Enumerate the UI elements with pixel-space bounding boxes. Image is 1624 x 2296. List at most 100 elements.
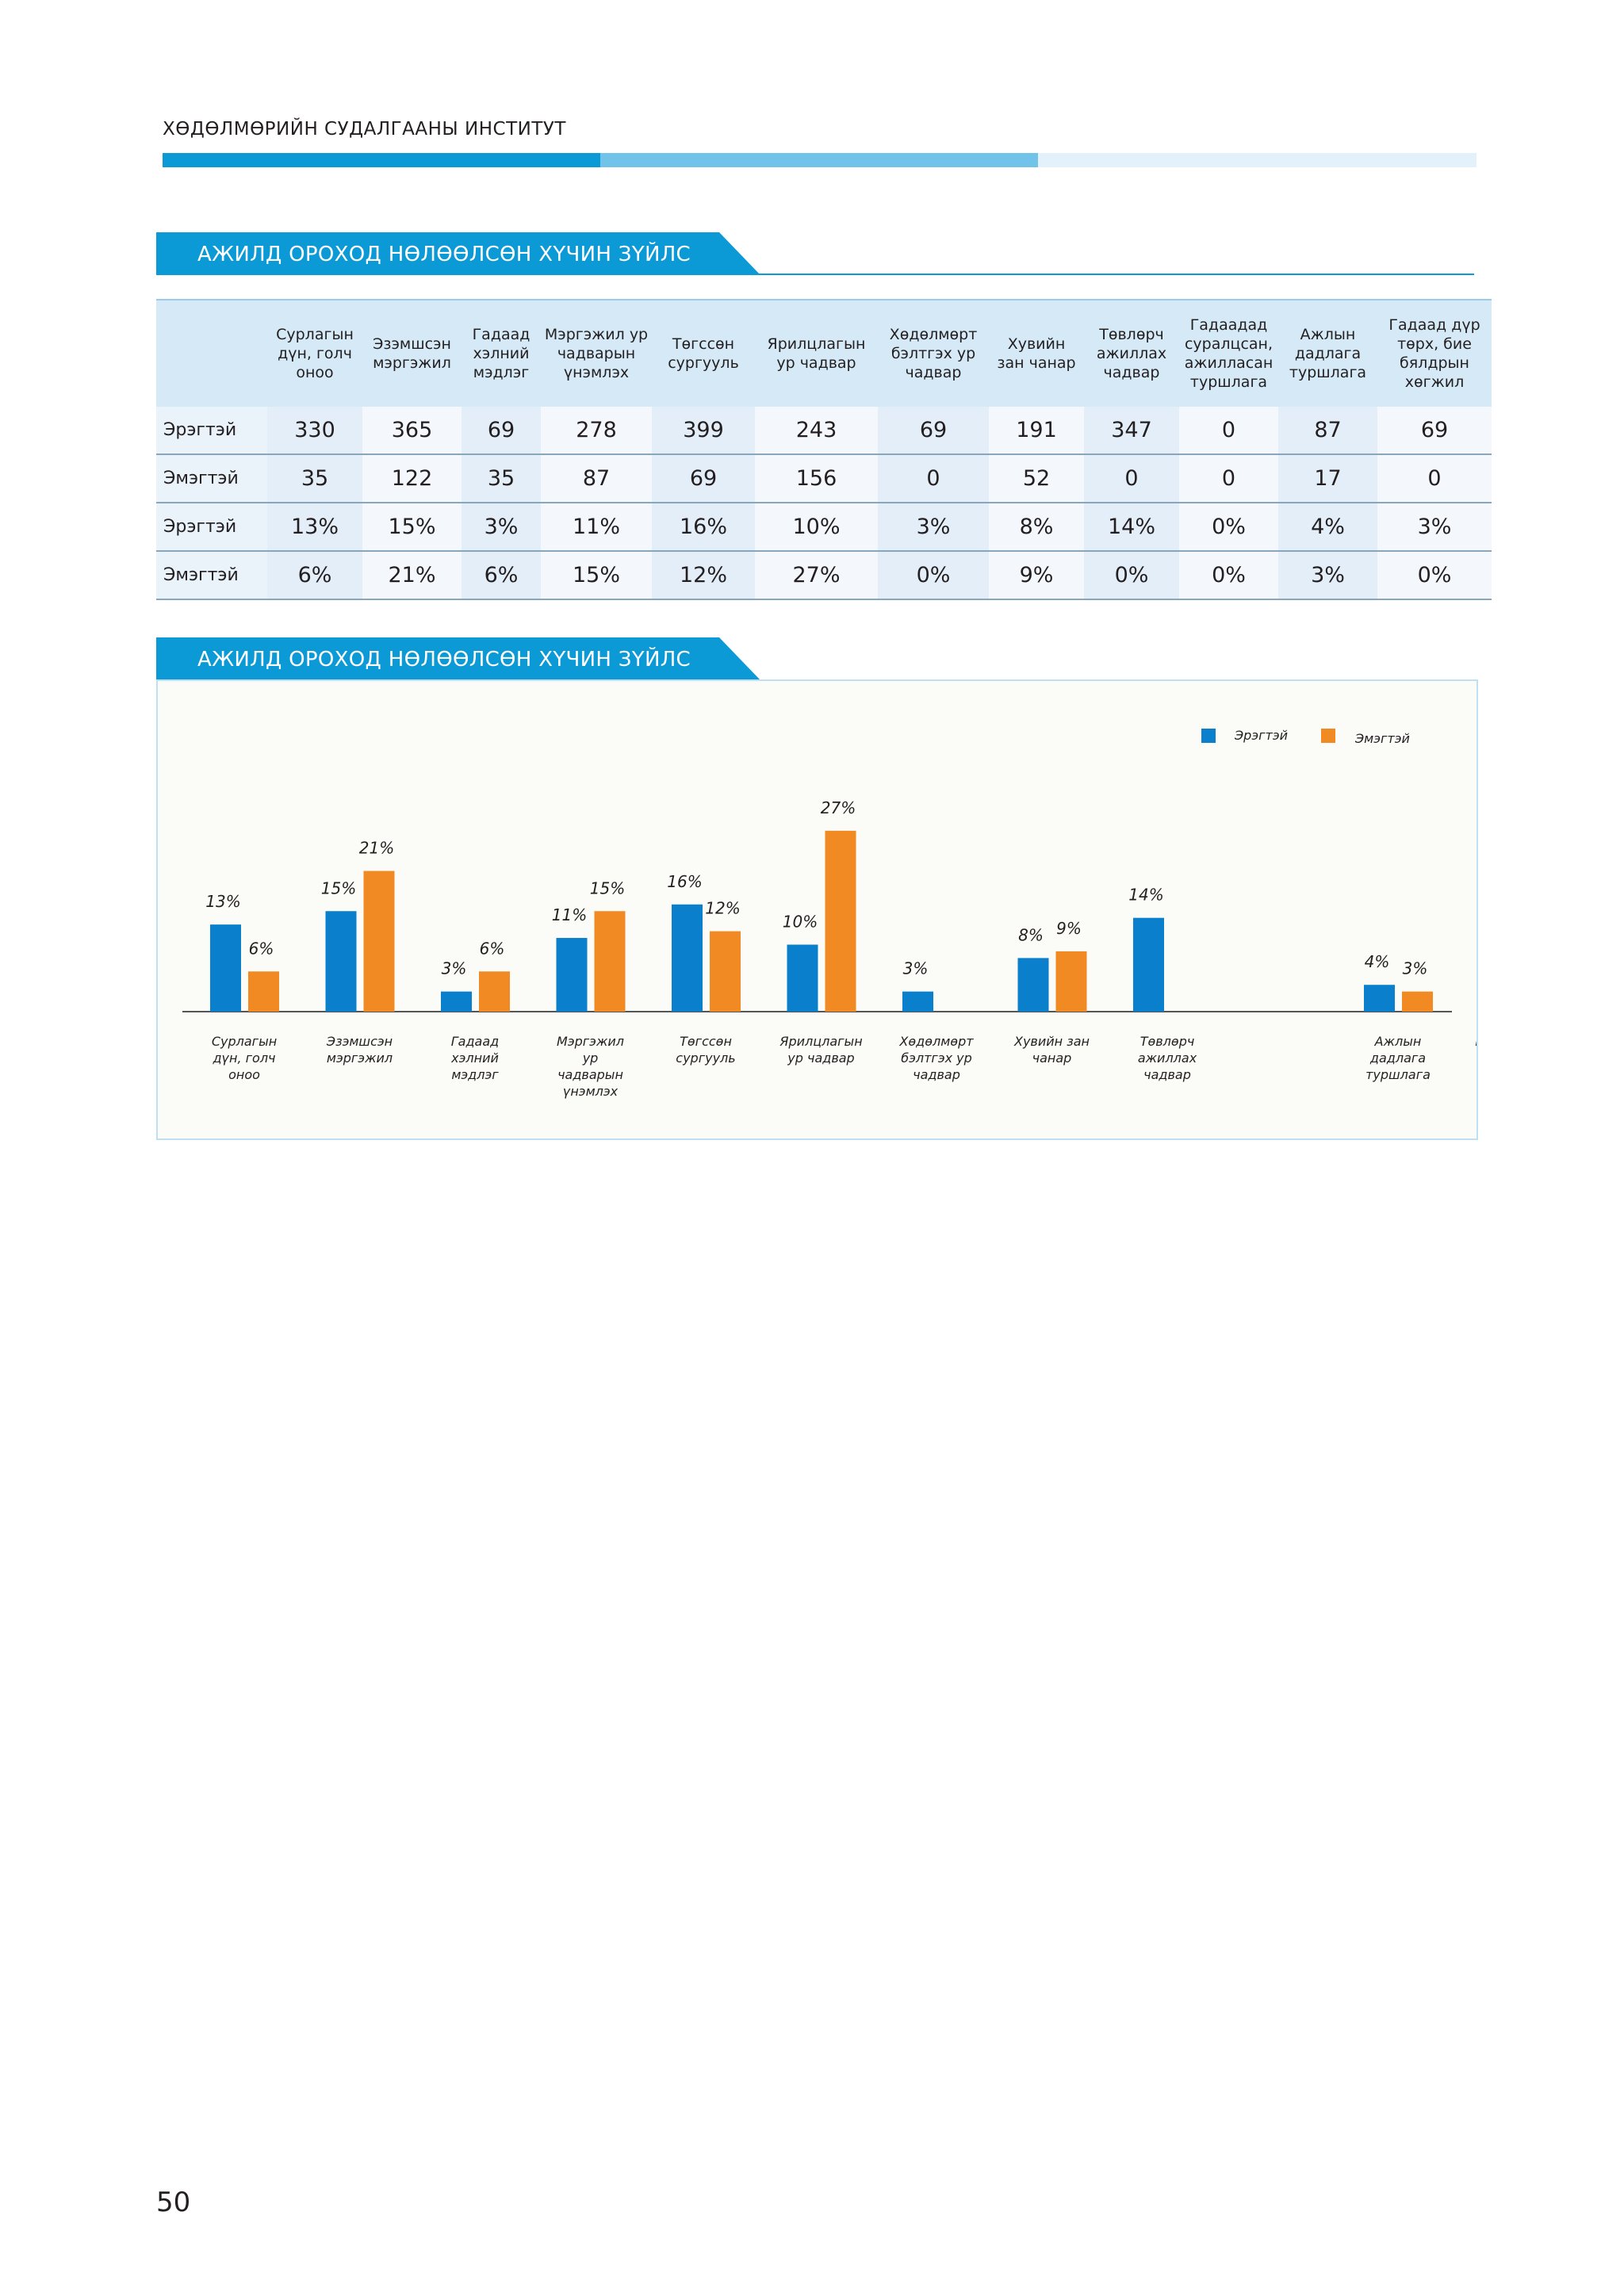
x-category-label: чадвар — [913, 1067, 960, 1082]
x-category-label: Ажлын — [1374, 1034, 1422, 1049]
table-cell: 0% — [1084, 551, 1179, 600]
table-cell: 6% — [267, 551, 362, 600]
column-header: Эзэмшсэн мэргэжил — [362, 299, 462, 407]
table-cell: 10% — [755, 503, 878, 552]
table-cell: 35 — [267, 454, 362, 503]
x-category-label: Мэргэжил — [557, 1034, 624, 1049]
table-corner-cell — [156, 299, 267, 407]
table-header-row: Сурлагын дүн, голч оноо Эзэмшсэн мэргэжи… — [156, 299, 1492, 407]
bar-female — [825, 830, 856, 1012]
bar-value-label: 3% — [1403, 959, 1428, 978]
x-category-label: Гадаад дүр — [1475, 1034, 1477, 1049]
bar-male — [672, 904, 703, 1012]
table-section-title: АЖИЛД ОРОХОД НӨЛӨӨЛСӨН ХҮЧИН ЗҮЙЛС — [197, 243, 691, 266]
table-cell: 0% — [1179, 503, 1278, 552]
row-label: Эмэгтэй — [156, 454, 267, 503]
table-cell: 0 — [1179, 407, 1278, 455]
bar-male — [1133, 917, 1164, 1012]
table-cell: 156 — [755, 454, 878, 503]
bar-value-label: 10% — [783, 913, 818, 932]
x-category-label: Хувийн зан — [1013, 1034, 1090, 1049]
x-category-label: мэргэжил — [327, 1050, 393, 1066]
table-cell: 69 — [652, 454, 755, 503]
column-header: Хөдөлмөрт бэлтгэх ур чадвар — [878, 299, 989, 407]
x-category-label: чадвар — [1143, 1067, 1191, 1082]
table-cell: 4% — [1278, 503, 1377, 552]
table-cell: 3% — [878, 503, 989, 552]
column-header: Сурлагын дүн, голч оноо — [267, 299, 362, 407]
column-header: Гадаад хэлний мэдлэг — [462, 299, 541, 407]
bar-male — [1017, 958, 1049, 1012]
bar-female — [594, 911, 626, 1012]
x-category-label: хэлний — [450, 1050, 499, 1066]
bar-male — [325, 911, 357, 1012]
table-cell: 330 — [267, 407, 362, 455]
table-cell: 191 — [989, 407, 1084, 455]
bar-value-label: 9% — [1056, 919, 1082, 938]
table-cell: 13% — [267, 503, 362, 552]
table-cell: 0 — [1084, 454, 1179, 503]
x-category-label: ажиллах — [1138, 1050, 1197, 1066]
column-header: Гадаад дүр төрх, бие бялдрын хөгжил — [1377, 299, 1492, 407]
bar-male — [1364, 985, 1395, 1012]
bar-value-label: 21% — [359, 839, 394, 858]
bar-female — [1055, 951, 1087, 1012]
row-label: Эрэгтэй — [156, 407, 267, 455]
table-cell: 11% — [541, 503, 652, 552]
table-row: Эмэгтэй 6% 21% 6% 15% 12% 27% 0% 9% 0% 0… — [156, 551, 1492, 600]
x-category-label: Хөдөлмөрт — [898, 1034, 974, 1049]
legend-label: Эрэгтэй — [1234, 728, 1288, 743]
chart-section-title: АЖИЛД ОРОХОД НӨЛӨӨЛСӨН ХҮЧИН ЗҮЙЛС — [197, 648, 691, 672]
table-cell: 6% — [462, 551, 541, 600]
bar-value-label: 3% — [442, 959, 467, 978]
table-cell: 14% — [1084, 503, 1179, 552]
table-cell: 3% — [1278, 551, 1377, 600]
table-cell: 87 — [1278, 407, 1377, 455]
table-cell: 347 — [1084, 407, 1179, 455]
table-row: Эрэгтэй 13% 15% 3% 11% 16% 10% 3% 8% 14%… — [156, 503, 1492, 552]
table-row: Эмэгтэй 35 122 35 87 69 156 0 52 0 0 17 … — [156, 454, 1492, 503]
table-cell: 0 — [878, 454, 989, 503]
institute-title: ХӨДӨЛМӨРИЙН СУДАЛГААНЫ ИНСТИТУТ — [163, 119, 566, 140]
column-header: Төвлөрч ажиллах чадвар — [1084, 299, 1179, 407]
bar-value-label: 6% — [480, 939, 505, 958]
header-color-bar — [163, 153, 1477, 167]
x-category-label: ур чадвар — [787, 1050, 854, 1066]
chart-frame: 13% 6% Сурлагын дүн, голч оноо 15% 21% Эзэмшсэн… — [156, 679, 1478, 1140]
bar-value-label: 13% — [205, 892, 240, 911]
table-cell: 69 — [1377, 407, 1492, 455]
x-category-label: мэдлэг — [451, 1067, 499, 1082]
x-category-label: ур — [582, 1050, 599, 1066]
bar-female — [710, 931, 741, 1012]
bar-female — [363, 871, 395, 1012]
x-category-label: сургууль — [676, 1050, 735, 1066]
table-cell: 21% — [362, 551, 462, 600]
bar-value-label: 11% — [552, 905, 587, 924]
x-category-label: Гадаад — [451, 1034, 499, 1049]
bar-male — [902, 991, 933, 1012]
table-cell: 243 — [755, 407, 878, 455]
x-category-label: оноо — [228, 1067, 260, 1082]
legend-swatch-female — [1321, 729, 1335, 743]
row-label: Эрэгтэй — [156, 503, 267, 552]
x-category-label: бэлтгэх ур — [901, 1050, 972, 1066]
table-cell: 278 — [541, 407, 652, 455]
bar-value-label: 14% — [1128, 886, 1163, 905]
bar-male — [210, 924, 241, 1012]
column-header: Ажлын дадлага туршлага — [1278, 299, 1377, 407]
table-cell: 52 — [989, 454, 1084, 503]
bar-value-label: 16% — [667, 872, 702, 891]
column-header: Ярилцлагын ур чадвар — [755, 299, 878, 407]
table-cell: 9% — [989, 551, 1084, 600]
factors-table: Сурлагын дүн, голч оноо Эзэмшсэн мэргэжи… — [156, 299, 1492, 600]
bar-female — [248, 971, 279, 1012]
bar-male — [787, 944, 818, 1012]
x-category-label: үнэмлэх — [563, 1084, 619, 1099]
bar-value-label: 15% — [321, 878, 356, 897]
bar-male — [441, 991, 472, 1012]
x-category-label: Төвлөрч — [1140, 1034, 1195, 1049]
bar-value-label: 15% — [590, 878, 625, 897]
x-category-label: дадлага — [1369, 1050, 1426, 1066]
table-cell: 3% — [1377, 503, 1492, 552]
